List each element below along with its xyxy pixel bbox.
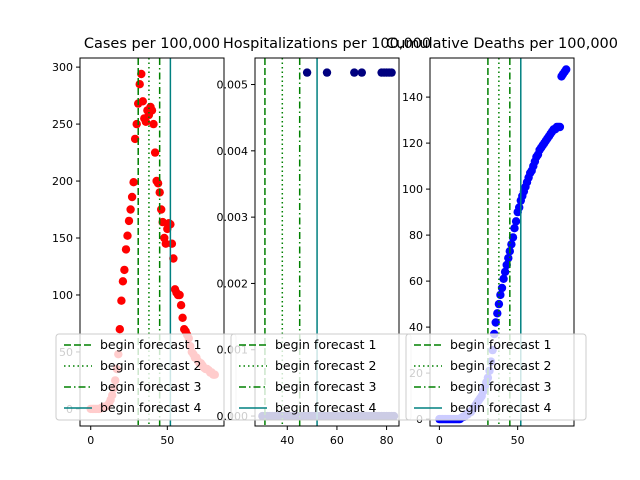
legend-label: begin forecast 1 (100, 337, 201, 352)
data-point (147, 106, 157, 115)
data-point (150, 148, 160, 157)
data-point (158, 217, 167, 227)
legend-label: begin forecast 1 (450, 337, 551, 352)
legend-label: begin forecast 2 (450, 358, 551, 373)
data-point (497, 283, 507, 293)
chart-title: Cumulative Deaths per 100,000 (386, 36, 618, 52)
x-tick-label: 50 (511, 434, 525, 447)
axes-frame (254, 57, 400, 427)
data-point (562, 65, 571, 74)
data-point (167, 239, 177, 248)
data-point (138, 97, 147, 106)
data-point (491, 318, 500, 327)
data-point (350, 68, 359, 77)
data-point (508, 233, 518, 242)
data-point (161, 239, 170, 248)
legend-box (405, 333, 587, 421)
data-point (115, 325, 125, 334)
legend-label: begin forecast 3 (450, 379, 551, 394)
y-tick-label: 0.005 (217, 79, 249, 92)
legend-label: begin forecast 4 (275, 400, 376, 415)
subplot-1: 050050100150200250300Cases per 100,000be… (52, 36, 237, 447)
y-tick-label: 80 (409, 229, 423, 242)
data-point (555, 122, 565, 132)
data-point (126, 205, 135, 214)
axes-frame (79, 57, 225, 427)
data-point (123, 231, 132, 240)
y-tick-label: 150 (52, 232, 73, 245)
data-point (124, 216, 134, 226)
y-tick-label: 250 (52, 118, 73, 131)
x-tick-label: 80 (380, 434, 394, 447)
legend-label: begin forecast 2 (100, 358, 201, 373)
x-tick-label: 50 (160, 434, 174, 447)
subplot-2: 4060800.0000.0010.0020.0030.0040.005Hosp… (217, 36, 432, 447)
y-tick-label: 120 (402, 137, 423, 150)
data-point (502, 260, 511, 270)
data-point (175, 290, 184, 300)
data-point (127, 192, 137, 202)
data-point (157, 205, 166, 214)
chart-title: Hospitalizations per 100,000 (223, 36, 431, 52)
axes-frame (429, 57, 575, 427)
y-tick-label: 0.003 (217, 211, 249, 224)
data-point (504, 253, 513, 263)
y-tick-label: 0.002 (217, 277, 249, 290)
data-point (149, 119, 158, 129)
data-point (132, 119, 141, 129)
y-tick-label: 100 (402, 183, 423, 196)
data-point (510, 224, 519, 233)
y-tick-label: 200 (52, 175, 73, 188)
subplot-3: 050020406080100120140Cumulative Deaths p… (386, 36, 618, 447)
x-tick-label: 0 (87, 434, 94, 447)
data-point (169, 254, 178, 263)
legend-label: begin forecast 2 (275, 358, 376, 373)
data-point (494, 299, 504, 309)
data-point (117, 296, 126, 305)
data-point (500, 267, 510, 277)
x-tick-label: 0 (436, 434, 443, 447)
chart-title: Cases per 100,000 (84, 36, 220, 52)
data-point (153, 179, 163, 188)
y-tick-label: 140 (402, 91, 423, 104)
data-point (130, 134, 140, 144)
data-point (499, 274, 508, 283)
y-tick-label: 300 (52, 61, 73, 74)
legend-label: begin forecast 3 (100, 379, 201, 394)
x-tick-label: 60 (330, 434, 344, 447)
data-point (322, 68, 332, 77)
legend-label: begin forecast 3 (275, 379, 376, 394)
data-point (178, 313, 187, 322)
data-point (302, 68, 312, 77)
legend-label: begin forecast 4 (100, 400, 201, 415)
data-point (141, 117, 151, 127)
legend-label: begin forecast 4 (450, 400, 551, 415)
legend: begin forecast 1 begin forecast 2 begin fo… (405, 333, 587, 421)
data-point (357, 68, 366, 77)
legend: begin forecast 1 begin forecast 2 begin fo… (55, 333, 237, 421)
y-tick-label: 0.004 (217, 145, 249, 158)
data-point (135, 80, 144, 89)
legend: begin forecast 1 begin forecast 2 begin fo… (230, 333, 412, 421)
data-point (129, 178, 138, 187)
y-tick-label: 40 (409, 321, 423, 334)
data-point (120, 265, 129, 275)
data-point (137, 69, 146, 79)
y-tick-label: 100 (52, 289, 73, 302)
data-point (511, 217, 521, 226)
data-point (121, 245, 131, 254)
legend-label: begin forecast 1 (275, 337, 376, 352)
data-point (493, 309, 502, 318)
data-point (176, 301, 186, 310)
data-point (387, 68, 396, 77)
y-tick-label: 60 (409, 275, 423, 288)
x-tick-label: 40 (280, 434, 294, 447)
data-point (118, 277, 128, 286)
